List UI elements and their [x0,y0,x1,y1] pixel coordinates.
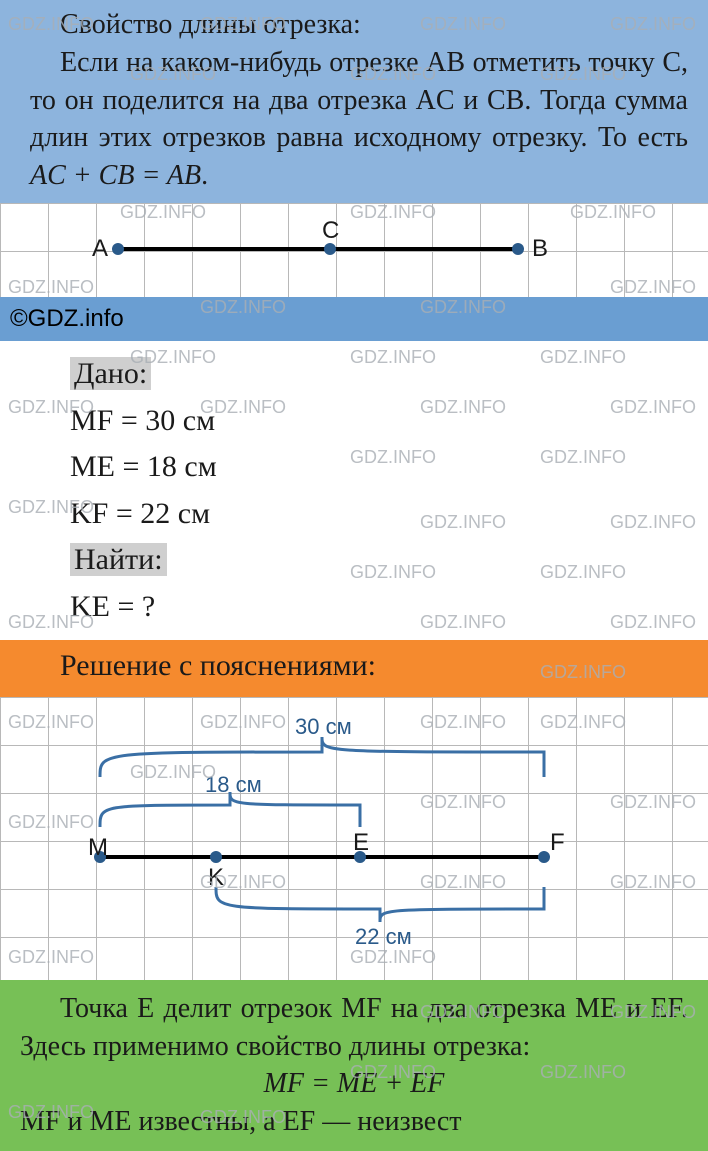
point-label-c: C [322,215,339,247]
solution-formula: MF = ME + EF [20,1065,688,1103]
point-label-a: A [92,233,108,265]
theory-title: Свойство длины отрезка: [30,6,688,44]
point-label-m: M [88,832,108,864]
solution-trail: MF и ME известны, а EF — неизвест [20,1103,688,1141]
point-label-f: F [550,827,565,859]
diagram-segment-acb: A C B [0,203,708,297]
dim-label-18: 18 см [205,770,262,800]
dim-label-30: 30 см [295,712,352,742]
theory-formula: AC + CB = AB [30,160,201,191]
solution-section: Точка E делит отрезок MF на два отрезка … [0,980,708,1151]
theory-section: Свойство длины отрезка: Если на каком-ни… [0,0,708,203]
theory-tail: . [201,160,208,191]
dano-label: Дано: [70,351,688,398]
point-label-e: E [353,827,369,859]
copyright-text: ©GDZ.info [10,305,124,332]
given-line-3: KF = 22 см [70,491,688,538]
given-section: Дано: MF = 30 см ME = 18 см KF = 22 см Н… [0,341,708,640]
solution-paragraph: Точка E делит отрезок MF на два отрезка … [20,990,688,1066]
theory-body-text: Если на каком-нибудь отрезке AB отметить… [30,47,688,154]
copyright-bar: ©GDZ.info [0,297,708,341]
dim-label-22: 22 см [355,922,412,952]
given-line-2: ME = 18 см [70,444,688,491]
point-label-b: B [532,233,548,265]
solution-header-text: Решение с пояснениями: [60,649,376,682]
given-line-1: MF = 30 см [70,398,688,445]
solution-header: Решение с пояснениями: [0,640,708,697]
point-label-k: K [208,862,224,894]
naiti-label: Найти: [70,537,688,584]
diagram-segment-mkef: 30 см 18 см 22 см M K E F [0,697,708,980]
theory-body: Если на каком-нибудь отрезке AB отметить… [30,44,688,195]
question-line: KE = ? [70,584,688,631]
